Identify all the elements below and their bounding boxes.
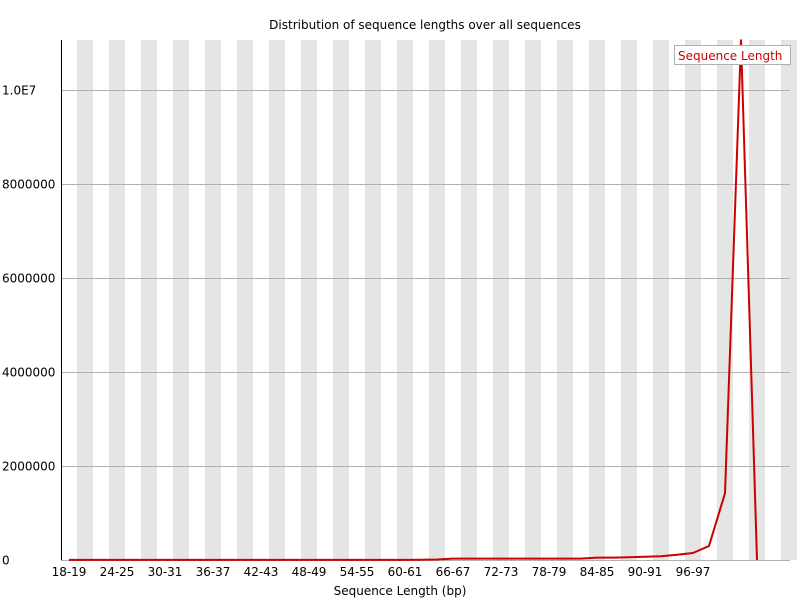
x-tick-labels: 18-19 24-25 30-31 36-37 42-43 48-49 54-55 60-61… <box>52 565 711 579</box>
x-tick-label: 78-79 <box>532 565 567 579</box>
chart-title: Distribution of sequence lengths over al… <box>269 18 581 32</box>
stripe <box>749 40 765 560</box>
stripe <box>173 40 189 560</box>
stripe <box>621 40 637 560</box>
legend: Sequence Length <box>674 45 791 65</box>
background-stripes <box>77 40 797 560</box>
stripe <box>525 40 541 560</box>
stripe <box>77 40 93 560</box>
x-tick-label: 90-91 <box>628 565 663 579</box>
stripe <box>717 40 733 560</box>
stripe <box>557 40 573 560</box>
y-tick-labels: 0 2000000 4000000 6000000 8000000 1.0E7 <box>2 84 55 568</box>
x-tick-label: 96-97 <box>676 565 711 579</box>
stripe <box>781 40 797 560</box>
x-tick-label: 18-19 <box>52 565 87 579</box>
x-tick-label: 60-61 <box>388 565 423 579</box>
stripe <box>365 40 381 560</box>
y-tick-label: 6000000 <box>2 272 55 286</box>
x-tick-label: 48-49 <box>292 565 327 579</box>
x-tick-label: 72-73 <box>484 565 519 579</box>
stripe <box>333 40 349 560</box>
sequence-length-line <box>69 39 758 561</box>
stripe <box>269 40 285 560</box>
x-tick-label: 42-43 <box>244 565 279 579</box>
stripe <box>109 40 125 560</box>
legend-box <box>674 45 791 65</box>
legend-label: Sequence Length <box>678 49 782 63</box>
stripe <box>589 40 605 560</box>
stripe <box>301 40 317 560</box>
stripe <box>205 40 221 560</box>
x-tick-label: 36-37 <box>196 565 231 579</box>
x-tick-label: 84-85 <box>580 565 615 579</box>
y-tick-label: 1.0E7 <box>2 84 36 98</box>
x-tick-label: 54-55 <box>340 565 375 579</box>
stripe <box>429 40 445 560</box>
stripe <box>397 40 413 560</box>
y-tick-label: 8000000 <box>2 178 55 192</box>
stripe <box>141 40 157 560</box>
stripe <box>493 40 509 560</box>
stripe <box>653 40 669 560</box>
stripe <box>685 40 701 560</box>
x-tick-label: 24-25 <box>100 565 135 579</box>
y-tick-label: 2000000 <box>2 460 55 474</box>
x-tick-label: 66-67 <box>436 565 471 579</box>
y-tick-label: 0 <box>2 554 10 568</box>
y-gridlines <box>61 90 790 467</box>
x-tick-label: 30-31 <box>148 565 183 579</box>
stripe <box>461 40 477 560</box>
stripe <box>237 40 253 560</box>
x-axis-label: Sequence Length (bp) <box>334 584 467 598</box>
y-tick-label: 4000000 <box>2 366 55 380</box>
